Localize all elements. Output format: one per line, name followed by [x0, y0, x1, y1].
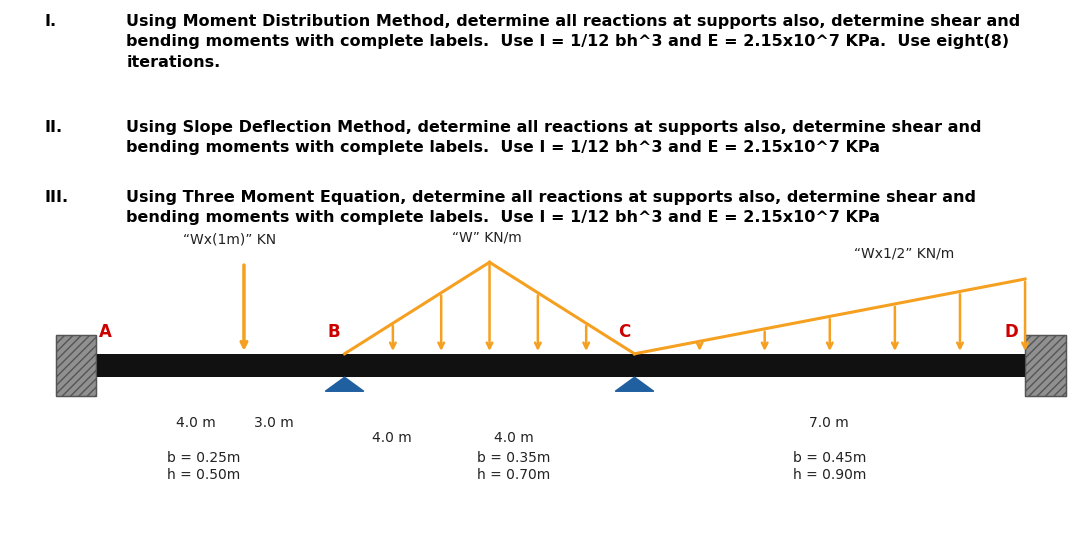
Text: b = 0.45m: b = 0.45m [793, 450, 866, 465]
Text: III.: III. [45, 190, 70, 205]
Text: h = 0.50m: h = 0.50m [167, 468, 240, 483]
Text: II.: II. [45, 120, 63, 135]
Bar [56, 335, 96, 396]
Text: 7.0 m: 7.0 m [809, 416, 850, 430]
Bar [96, 354, 1025, 377]
Text: b = 0.35m: b = 0.35m [477, 450, 550, 465]
Text: Using Moment Distribution Method, determine all reactions at supports also, dete: Using Moment Distribution Method, determ… [126, 14, 1021, 70]
Text: 4.0 m: 4.0 m [493, 431, 534, 445]
Text: B: B [327, 324, 340, 341]
Text: b = 0.25m: b = 0.25m [167, 450, 240, 465]
Text: “Wx(1m)” KN: “Wx(1m)” KN [183, 233, 277, 247]
Text: h = 0.90m: h = 0.90m [793, 468, 866, 483]
Bar [56, 335, 96, 396]
Text: D: D [1005, 324, 1018, 341]
Text: 3.0 m: 3.0 m [254, 416, 294, 430]
Text: A: A [98, 324, 111, 341]
Text: h = 0.70m: h = 0.70m [477, 468, 550, 483]
Text: I.: I. [45, 14, 57, 29]
Bar [1025, 335, 1066, 396]
Text: 4.0 m: 4.0 m [175, 416, 216, 430]
Bar [1025, 335, 1066, 396]
Polygon shape [615, 377, 654, 391]
Text: “W” KN/m: “W” KN/m [452, 230, 522, 244]
Polygon shape [325, 377, 364, 391]
Text: 4.0 m: 4.0 m [371, 431, 412, 445]
Text: Using Three Moment Equation, determine all reactions at supports also, determine: Using Three Moment Equation, determine a… [126, 190, 976, 225]
Text: “Wx1/2” KN/m: “Wx1/2” KN/m [854, 247, 954, 261]
Text: Using Slope Deflection Method, determine all reactions at supports also, determi: Using Slope Deflection Method, determine… [126, 120, 982, 155]
Text: C: C [617, 324, 630, 341]
